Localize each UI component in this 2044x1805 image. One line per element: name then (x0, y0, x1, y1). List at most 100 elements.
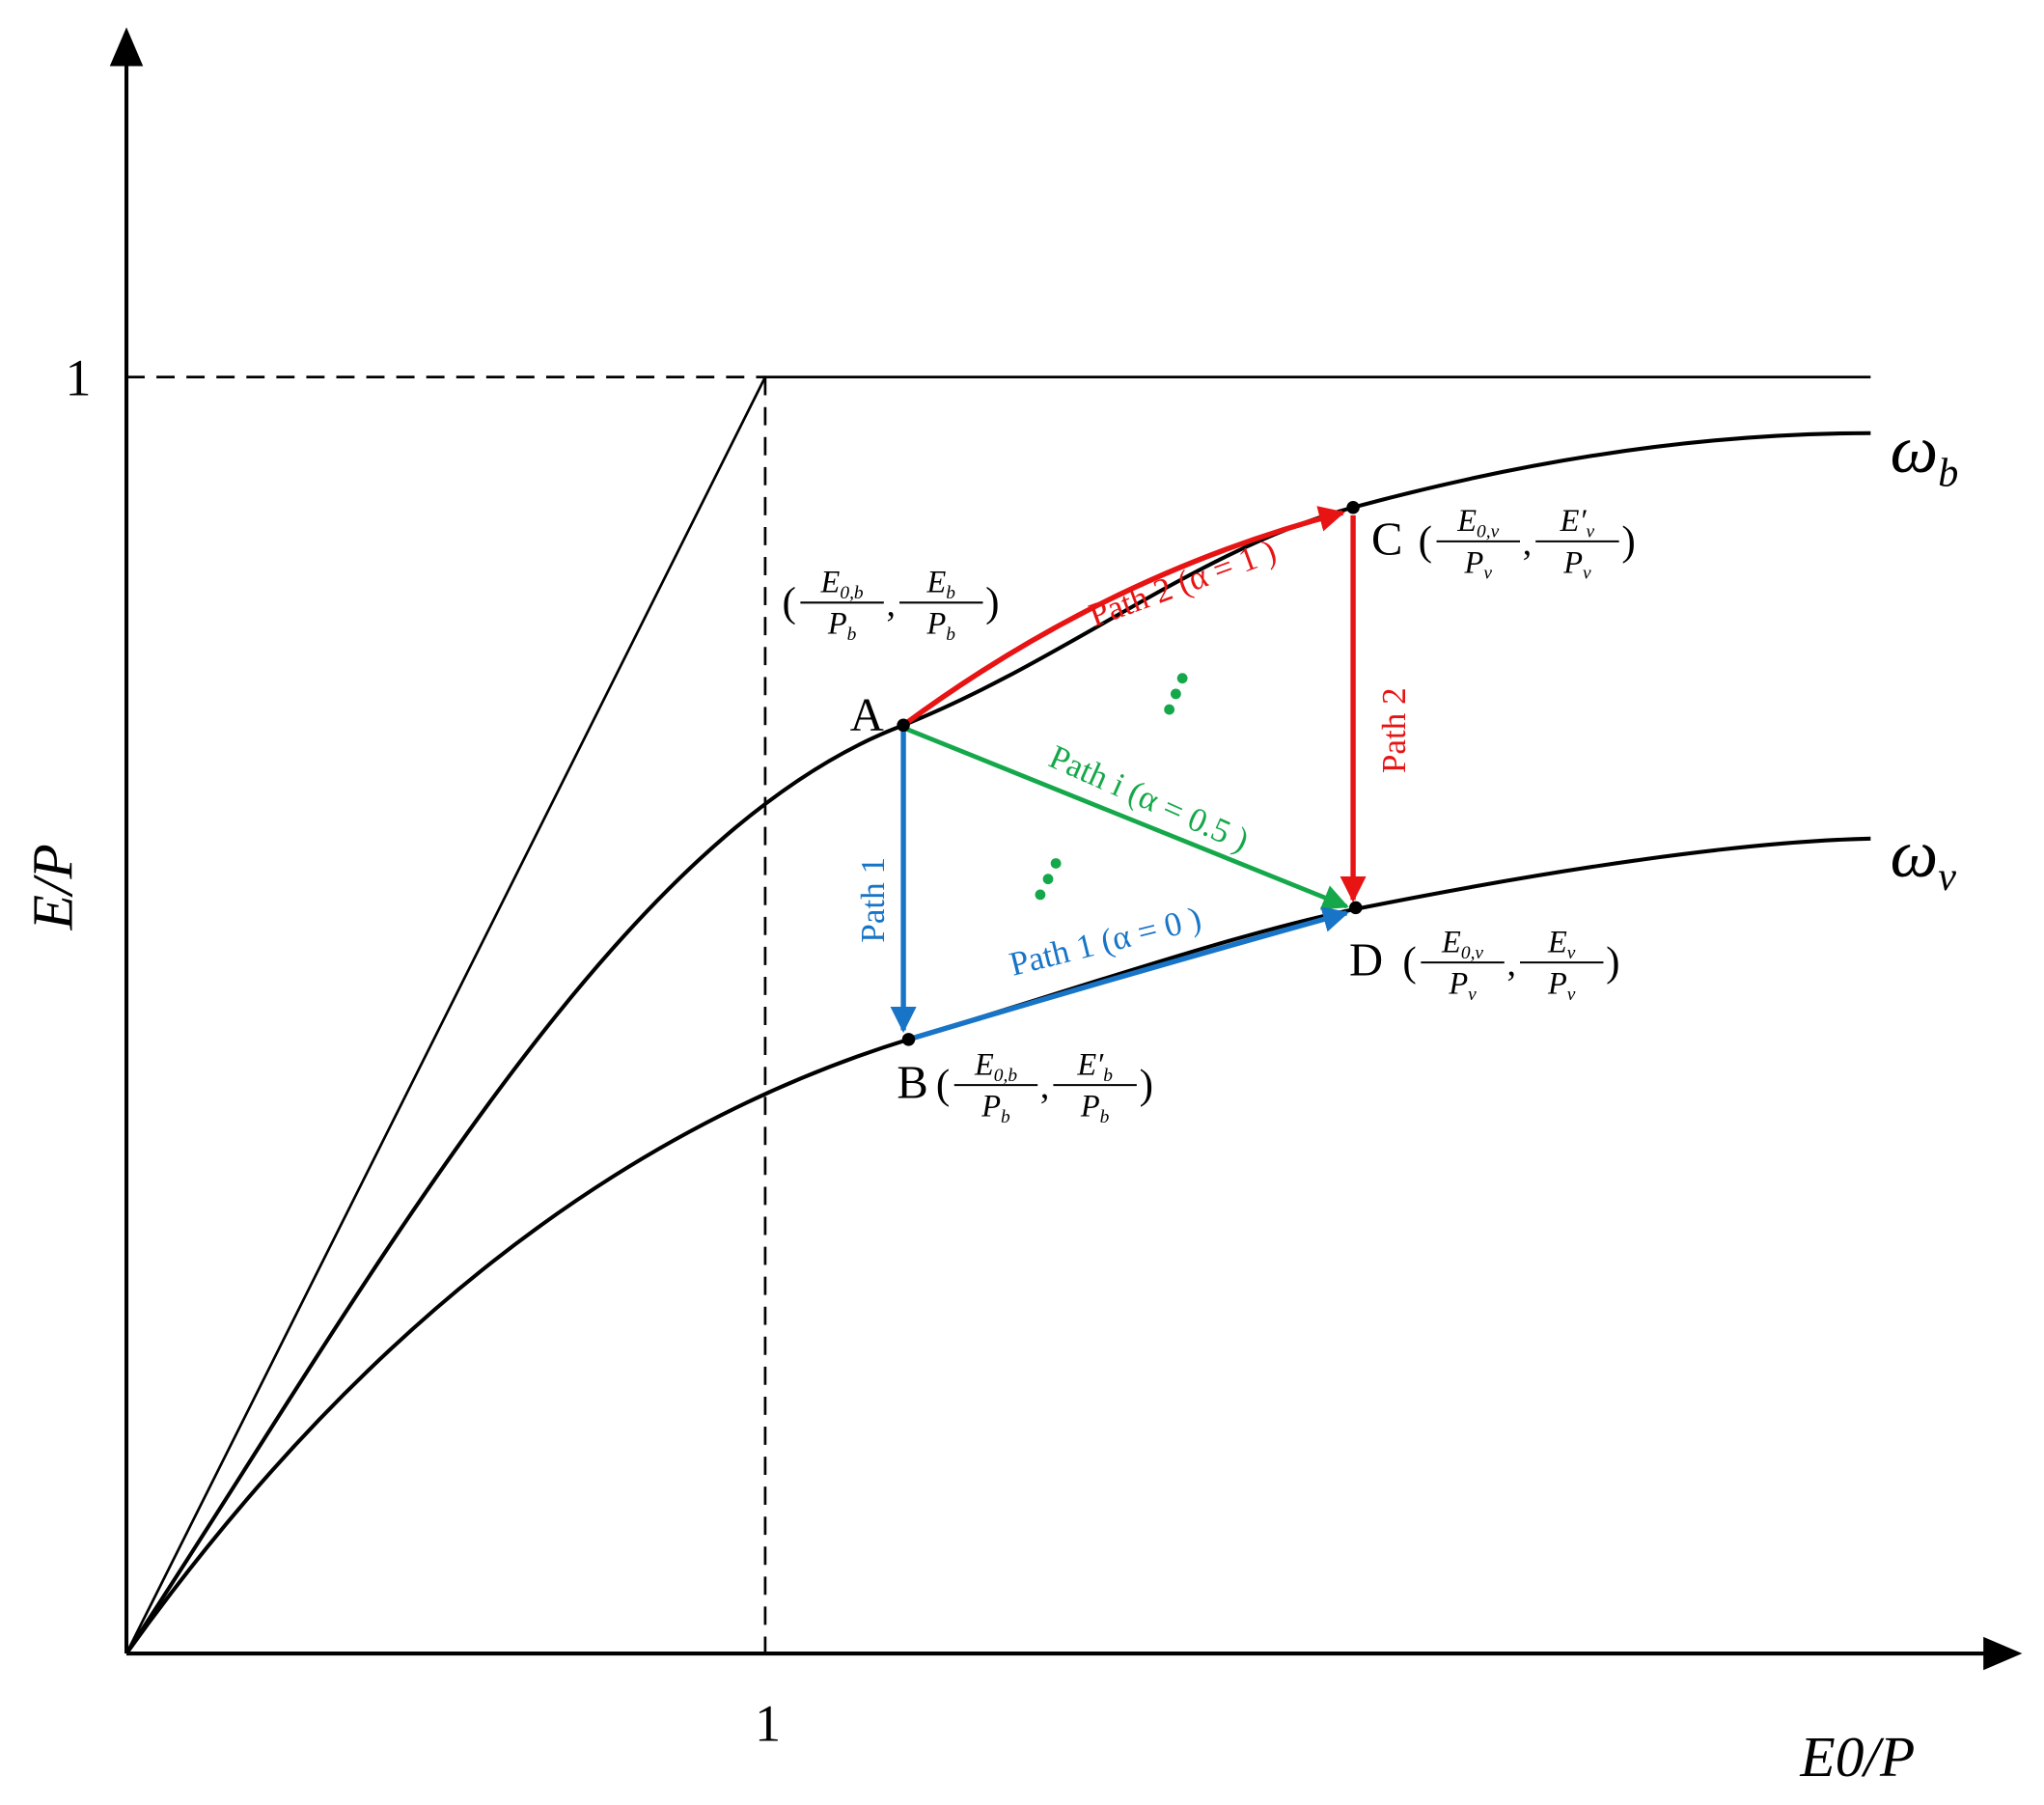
symbol-sub: b (847, 625, 857, 645)
symbol: Pb (925, 607, 955, 645)
symbol: E′b (1076, 1047, 1113, 1085)
symbol-base: E (925, 566, 946, 600)
path-label: Path 1 (α = 0 ) (1006, 900, 1204, 984)
symbol: Pb (827, 607, 857, 645)
x-axis-label: E0/P (1799, 1725, 1915, 1789)
bracket: ( (782, 579, 795, 625)
symbol: Pv (1562, 545, 1591, 583)
path-label: Path 2 (1375, 687, 1413, 773)
symbol: Pb (981, 1090, 1010, 1127)
symbol: E0,b (820, 566, 864, 603)
dots (1035, 673, 1188, 901)
symbol: ωb (1891, 412, 1959, 495)
symbol: Eb (925, 566, 955, 603)
ellipsis-dot (1042, 874, 1054, 885)
symbol-base: P (981, 1090, 1001, 1125)
symbol-sub: b (946, 583, 955, 603)
symbol-sub: 0,b (994, 1066, 1018, 1086)
y-arrow (109, 27, 144, 67)
bracket: ) (985, 579, 999, 625)
symbol: Pv (1464, 545, 1493, 583)
symbol-base: E′ (1560, 504, 1588, 539)
ellipsis-dot (1176, 673, 1188, 684)
symbol-sub: v (1567, 943, 1576, 963)
paths (890, 506, 1367, 1042)
point-label: A (850, 689, 884, 741)
symbol-base: E (1547, 925, 1567, 959)
point-markers (897, 500, 1363, 1046)
symbol-sub: v (1587, 522, 1595, 542)
symbol-base: ω (1891, 817, 1939, 892)
symbol-base: E (974, 1047, 994, 1082)
symbol-base: E′ (1076, 1047, 1104, 1082)
bracket: ) (1621, 517, 1635, 564)
symbol-sub: 0,v (1477, 522, 1500, 542)
symbol: Pv (1547, 967, 1576, 1005)
point-d (1349, 901, 1363, 915)
separator: , (1040, 1067, 1049, 1107)
point-label: B (897, 1057, 927, 1109)
arrow-path-i (902, 725, 1349, 910)
y-axis-label: E/P (20, 844, 84, 930)
symbol-base: P (1080, 1090, 1100, 1125)
arrow-path1-curve (907, 906, 1349, 1042)
limit-line (124, 375, 1871, 1654)
x-arrow (1983, 1636, 2023, 1671)
separator: , (1523, 522, 1532, 563)
path-label: Path 2 (α = 1 ) (1084, 532, 1281, 634)
symbol: E0,v (1456, 504, 1499, 542)
symbol: E′v (1560, 504, 1595, 542)
symbol: Pb (1080, 1090, 1110, 1127)
symbol-sub: b (1100, 1107, 1110, 1127)
symbol-sub: b (1938, 450, 1958, 495)
symbol-sub: b (1001, 1107, 1010, 1127)
bracket: ) (1606, 939, 1619, 986)
point-a (897, 718, 910, 733)
x-tick-label: 1 (755, 1695, 781, 1753)
symbol-base: E (1441, 925, 1461, 959)
symbol-sub: v (1483, 564, 1492, 584)
ellipsis-dot (1050, 858, 1062, 869)
arrow-path2-curve (901, 506, 1345, 728)
separator: , (887, 584, 896, 625)
symbol-base: E (820, 566, 841, 600)
symbol: Ev (1547, 925, 1576, 962)
bracket: ) (1140, 1062, 1153, 1108)
ellipsis-dot (1164, 704, 1175, 715)
symbol-sub: v (1567, 985, 1576, 1005)
symbol-sub: b (946, 625, 955, 645)
symbol-sub: 0,b (840, 583, 864, 603)
symbol-base: ω (1891, 412, 1939, 487)
point-label: D (1349, 934, 1383, 986)
symbol-sub: v (1468, 985, 1477, 1005)
ellipsis-dot (1035, 889, 1046, 901)
symbol-base: P (827, 607, 847, 642)
point-label: C (1371, 513, 1402, 565)
point-c (1346, 500, 1360, 514)
symbol: E0,b (974, 1047, 1017, 1085)
y-tick-label: 1 (66, 349, 92, 407)
symbol-base: P (1547, 967, 1567, 1002)
symbol-base: P (1448, 967, 1468, 1002)
symbol-base: P (925, 607, 946, 642)
path-label: Path 1 (854, 857, 892, 943)
bracket: ( (936, 1062, 950, 1108)
axes (109, 27, 2023, 1671)
symbol-sub: b (1103, 1066, 1113, 1086)
point-b (901, 1033, 916, 1046)
symbol: Pv (1448, 967, 1477, 1005)
bracket: ( (1402, 939, 1416, 986)
ellipsis-dot (1170, 688, 1181, 700)
separator: , (1506, 944, 1515, 985)
symbol: ωv (1891, 817, 1957, 900)
symbol-sub: v (1938, 854, 1956, 900)
symbol-base: P (1464, 545, 1484, 580)
symbol-sub: 0,v (1461, 943, 1484, 963)
symbol-base: P (1562, 545, 1583, 580)
curve-b (124, 430, 1871, 1655)
symbol-base: E (1456, 504, 1477, 539)
symbol-sub: v (1583, 564, 1591, 584)
symbol: E0,v (1441, 925, 1483, 962)
bracket: ( (1419, 517, 1432, 564)
